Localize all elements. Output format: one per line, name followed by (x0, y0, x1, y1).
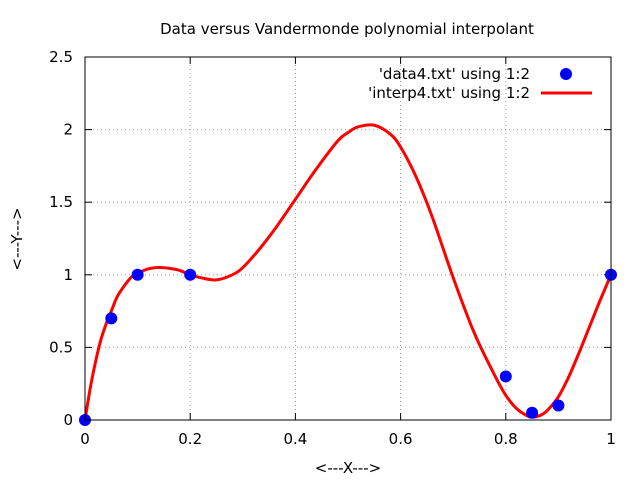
ticks-layer: 0 0.2 0.4 0.6 0.8 1 0 0.5 1 1.5 2 2.5 (49, 48, 616, 448)
x-tick-label: 0.4 (283, 430, 307, 448)
data-point (526, 406, 539, 419)
data-point (499, 370, 512, 383)
x-tick-label: 0.8 (494, 430, 518, 448)
y-tick-label: 2 (63, 121, 73, 139)
x-tick-label: 1 (606, 430, 616, 448)
x-axis-label: <---X---> (315, 459, 381, 477)
legend-marker-data (560, 68, 572, 80)
chart-title: Data versus Vandermonde polynomial inter… (160, 20, 534, 38)
y-tick-label: 2.5 (49, 48, 73, 66)
legend: 'data4.txt' using 1:2'interp4.txt' using… (368, 65, 592, 102)
x-tick-label: 0.2 (178, 430, 202, 448)
grid-layer (85, 57, 611, 420)
series-layer (79, 123, 617, 426)
y-tick-label: 1.5 (49, 193, 73, 211)
y-tick-label: 0 (63, 411, 73, 429)
y-axis-label: <---Y---> (8, 207, 26, 270)
data-point (184, 268, 197, 281)
data-point (552, 399, 565, 412)
data-point (105, 312, 118, 325)
legend-label-data: 'data4.txt' using 1:2 (379, 65, 530, 83)
data-point (131, 268, 144, 281)
y-tick-label: 0.5 (49, 338, 73, 356)
y-tick-label: 1 (63, 266, 73, 284)
x-tick-label: 0 (80, 430, 90, 448)
interpolant-line (83, 123, 613, 421)
legend-label-interp: 'interp4.txt' using 1:2 (368, 84, 530, 102)
x-tick-label: 0.6 (389, 430, 413, 448)
plot-frame (84, 56, 612, 421)
